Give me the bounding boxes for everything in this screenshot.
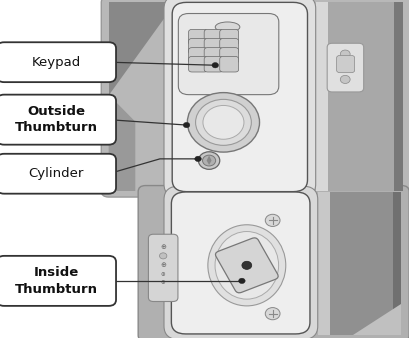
FancyBboxPatch shape	[215, 238, 278, 293]
FancyBboxPatch shape	[0, 154, 116, 194]
FancyBboxPatch shape	[204, 48, 222, 63]
FancyBboxPatch shape	[219, 56, 238, 72]
Polygon shape	[315, 2, 402, 191]
Circle shape	[339, 75, 349, 83]
FancyBboxPatch shape	[219, 29, 238, 45]
FancyBboxPatch shape	[138, 186, 408, 338]
FancyBboxPatch shape	[0, 95, 116, 145]
FancyBboxPatch shape	[204, 29, 222, 45]
Circle shape	[198, 152, 219, 169]
FancyBboxPatch shape	[178, 14, 278, 95]
FancyBboxPatch shape	[172, 2, 307, 192]
FancyBboxPatch shape	[101, 0, 409, 197]
Circle shape	[339, 50, 349, 58]
Ellipse shape	[215, 22, 239, 32]
Circle shape	[187, 93, 259, 152]
Circle shape	[183, 122, 189, 128]
Text: Keypad: Keypad	[31, 56, 81, 69]
FancyBboxPatch shape	[0, 42, 116, 82]
FancyBboxPatch shape	[171, 192, 309, 334]
Polygon shape	[315, 2, 327, 191]
FancyBboxPatch shape	[204, 56, 222, 72]
Polygon shape	[108, 95, 135, 191]
FancyBboxPatch shape	[219, 48, 238, 63]
Polygon shape	[108, 2, 176, 95]
Text: ⊕: ⊕	[160, 272, 165, 277]
Ellipse shape	[207, 225, 285, 306]
FancyBboxPatch shape	[164, 0, 315, 198]
Polygon shape	[317, 192, 329, 335]
Text: Cylinder: Cylinder	[29, 167, 84, 180]
Text: Outside
Thumbturn: Outside Thumbturn	[15, 105, 98, 135]
FancyBboxPatch shape	[188, 29, 207, 45]
Polygon shape	[317, 192, 400, 335]
Polygon shape	[393, 2, 402, 191]
Circle shape	[202, 105, 243, 139]
Text: ⊕: ⊕	[160, 244, 166, 250]
Polygon shape	[206, 155, 211, 165]
Circle shape	[265, 308, 279, 320]
Circle shape	[195, 99, 251, 145]
Circle shape	[211, 63, 218, 68]
FancyBboxPatch shape	[219, 39, 238, 54]
Polygon shape	[352, 304, 400, 335]
Circle shape	[159, 253, 166, 259]
Polygon shape	[392, 192, 400, 335]
FancyBboxPatch shape	[188, 48, 207, 63]
Text: ⊕: ⊕	[160, 262, 166, 268]
Circle shape	[241, 261, 251, 269]
Circle shape	[265, 214, 279, 226]
FancyBboxPatch shape	[336, 55, 354, 73]
Circle shape	[202, 155, 215, 166]
FancyBboxPatch shape	[188, 56, 207, 72]
FancyBboxPatch shape	[164, 186, 317, 338]
FancyBboxPatch shape	[148, 234, 178, 301]
Text: ⊕: ⊕	[160, 281, 165, 285]
Text: Inside
Thumbturn: Inside Thumbturn	[15, 266, 98, 296]
Ellipse shape	[214, 232, 278, 299]
Circle shape	[194, 156, 201, 162]
FancyBboxPatch shape	[326, 43, 363, 92]
Circle shape	[238, 278, 245, 284]
FancyBboxPatch shape	[188, 39, 207, 54]
FancyBboxPatch shape	[204, 39, 222, 54]
FancyBboxPatch shape	[0, 256, 116, 306]
